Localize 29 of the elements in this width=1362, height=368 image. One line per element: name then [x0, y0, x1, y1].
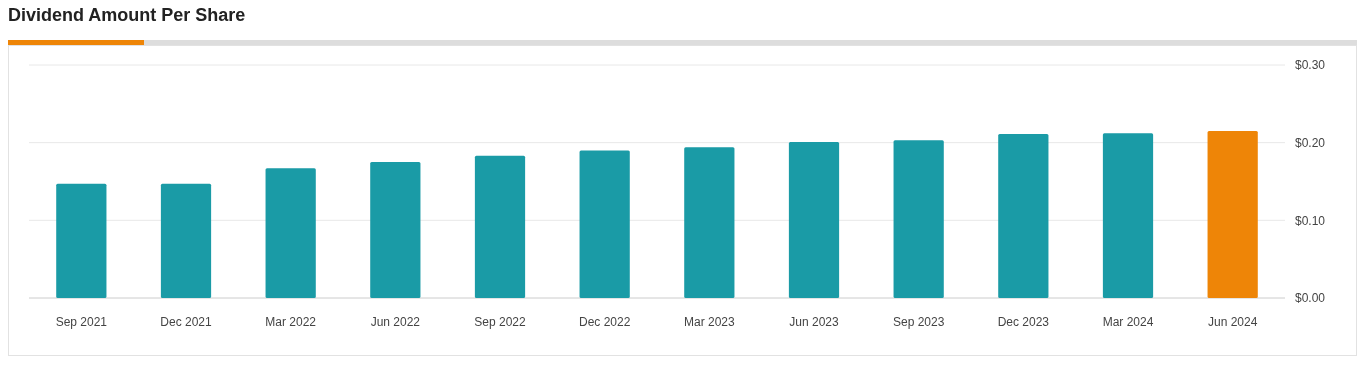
chart-title: Dividend Amount Per Share — [8, 5, 246, 25]
y-tick-label: $0.30 — [1295, 58, 1326, 73]
y-tick-label: $0.10 — [1295, 213, 1326, 228]
x-tick-label: Dec 2022 — [578, 314, 631, 329]
bar — [1207, 131, 1258, 298]
bar — [788, 141, 840, 298]
bar — [474, 155, 526, 298]
bar — [265, 168, 316, 298]
x-tick-label: Sep 2022 — [474, 314, 527, 329]
x-tick-label: Sep 2023 — [892, 314, 945, 329]
bar — [579, 150, 630, 298]
y-tick-label: $0.00 — [1295, 291, 1326, 306]
x-tick-label: Jun 2023 — [789, 314, 840, 329]
bar — [1102, 133, 1154, 298]
x-tick-label: Jun 2022 — [370, 314, 421, 329]
bar — [684, 147, 735, 298]
x-tick-label: Dec 2023 — [997, 314, 1050, 329]
bar — [893, 140, 944, 298]
bar — [370, 162, 421, 298]
x-tick-label: Mar 2023 — [683, 314, 735, 329]
x-tick-label: Sep 2021 — [55, 314, 108, 329]
x-tick-label: Mar 2024 — [1102, 314, 1154, 329]
bar — [998, 134, 1049, 298]
x-tick-label: Dec 2021 — [160, 314, 213, 329]
bar — [56, 183, 107, 298]
y-tick-label: $0.20 — [1295, 136, 1326, 151]
bar — [160, 183, 212, 298]
x-tick-label: Mar 2022 — [265, 314, 317, 329]
x-tick-label: Jun 2024 — [1207, 314, 1258, 329]
